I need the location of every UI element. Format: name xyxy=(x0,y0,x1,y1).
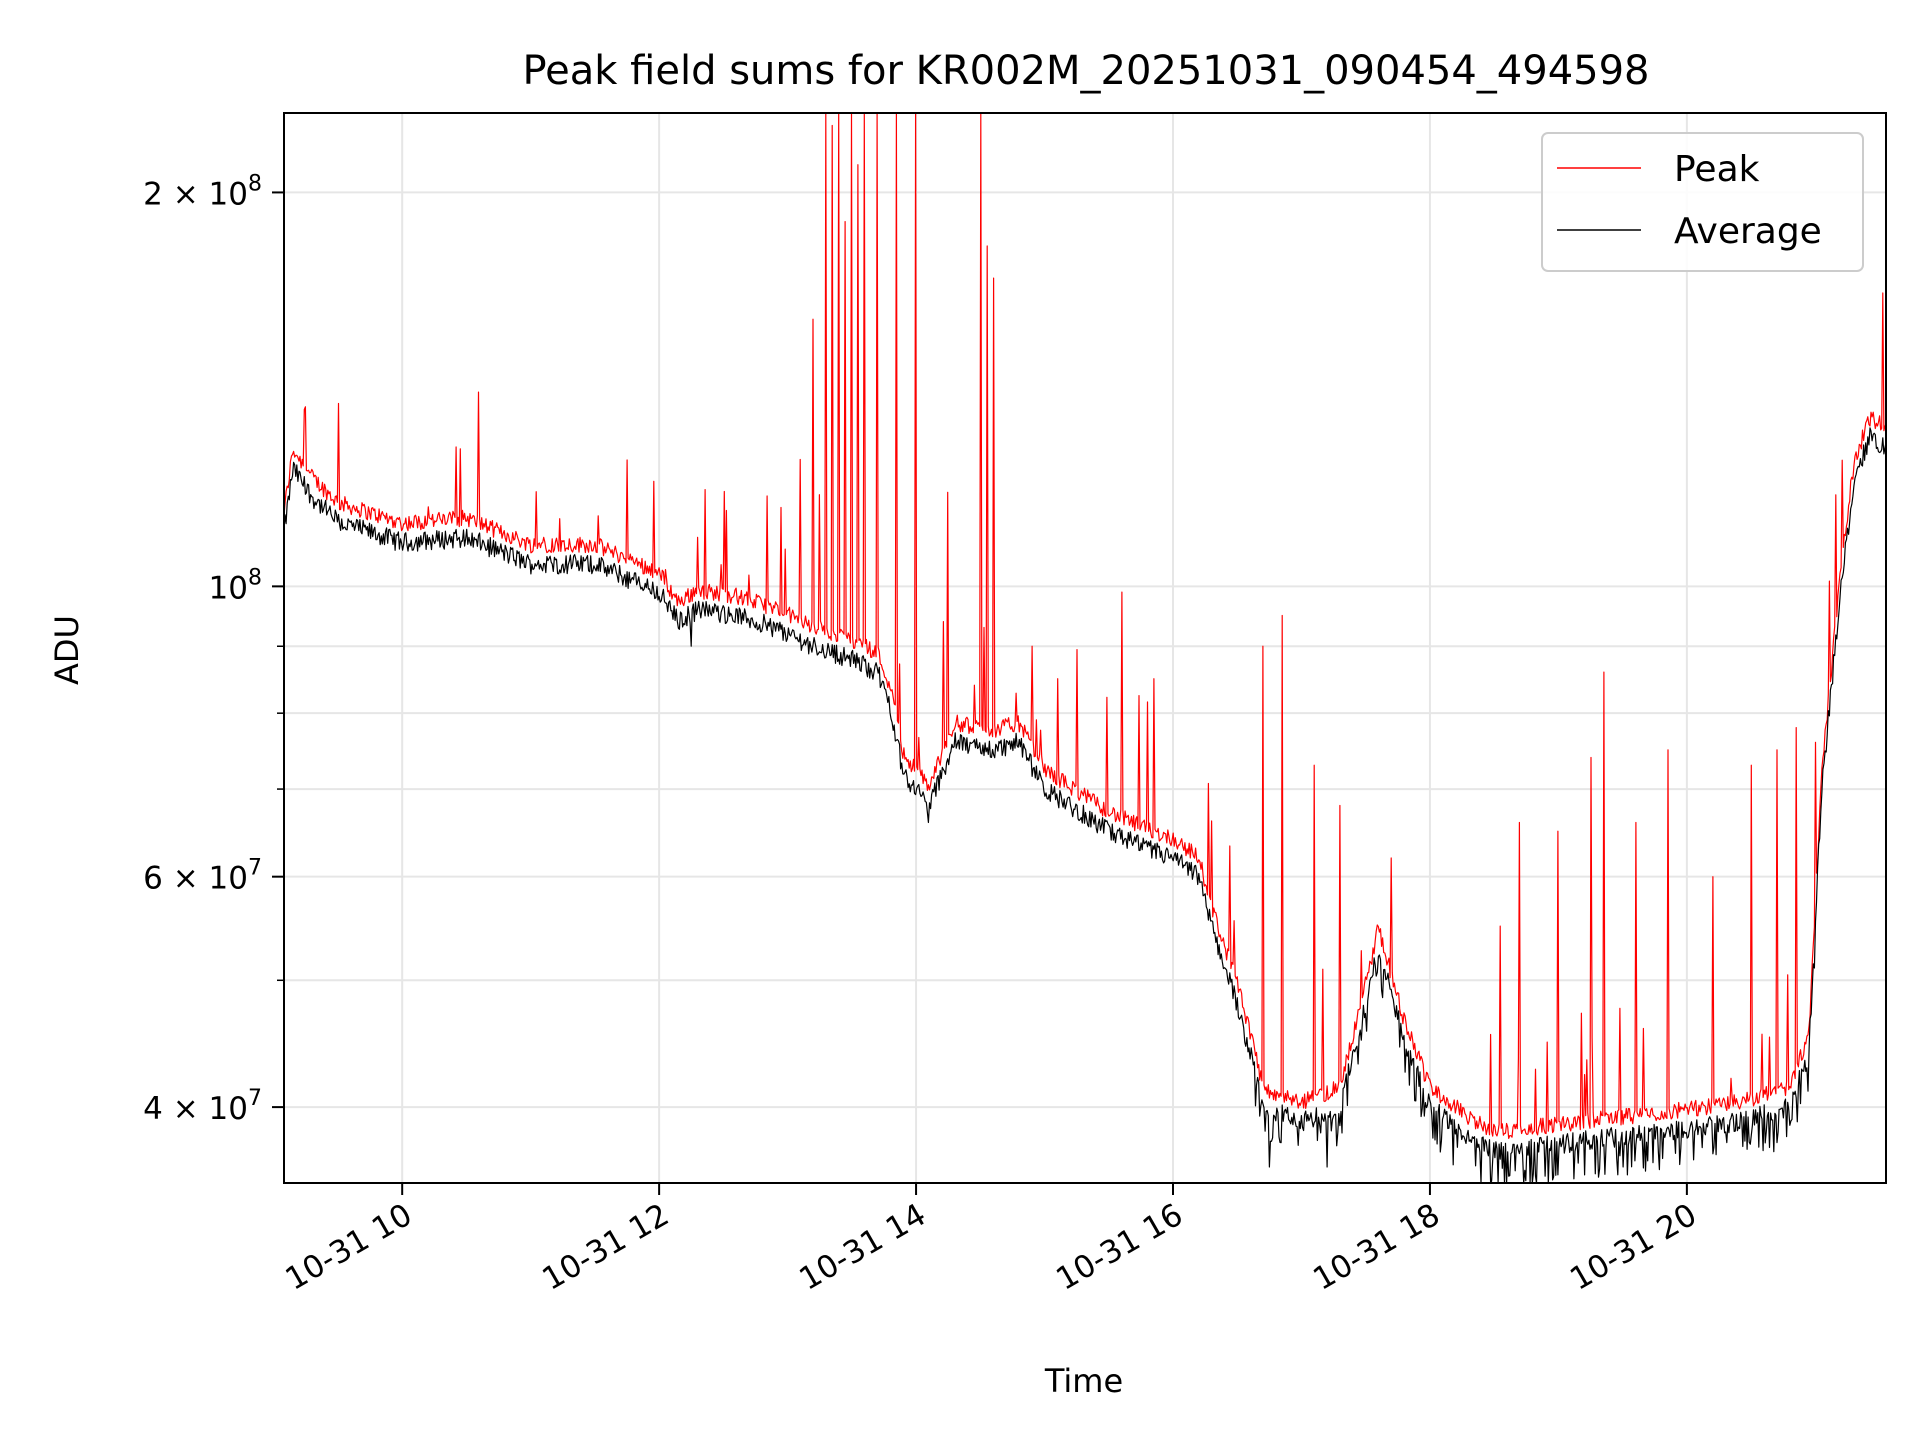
series-layer xyxy=(283,112,1887,1184)
legend: Peak Average xyxy=(1541,132,1864,272)
y-tick-exponent: 8 xyxy=(248,565,262,590)
y-tick-label: 108 xyxy=(209,565,262,606)
legend-average-label: Average xyxy=(1674,211,1822,252)
chart-title: Peak field sums for KR002M_20251031_0904… xyxy=(522,48,1649,94)
plot-frame xyxy=(283,112,1887,1184)
y-tick-label: 6 × 107 xyxy=(143,856,262,897)
x-axis-label: Time xyxy=(1044,1362,1123,1400)
y-axis-ticks: 4 × 107 6 × 107 108 2 × 108 xyxy=(143,171,284,1127)
y-axis-label: ADU xyxy=(48,615,86,685)
legend-peak-label: Peak xyxy=(1674,149,1760,190)
y-tick-exponent: 7 xyxy=(248,1086,262,1111)
y-tick-label: 2 × 108 xyxy=(143,171,262,212)
peak-series-line xyxy=(283,112,1887,1139)
y-tick-exponent: 8 xyxy=(248,171,262,196)
y-tick-exponent: 7 xyxy=(248,856,262,881)
average-series-line xyxy=(283,427,1887,1184)
y-tick-label: 4 × 107 xyxy=(143,1086,262,1127)
